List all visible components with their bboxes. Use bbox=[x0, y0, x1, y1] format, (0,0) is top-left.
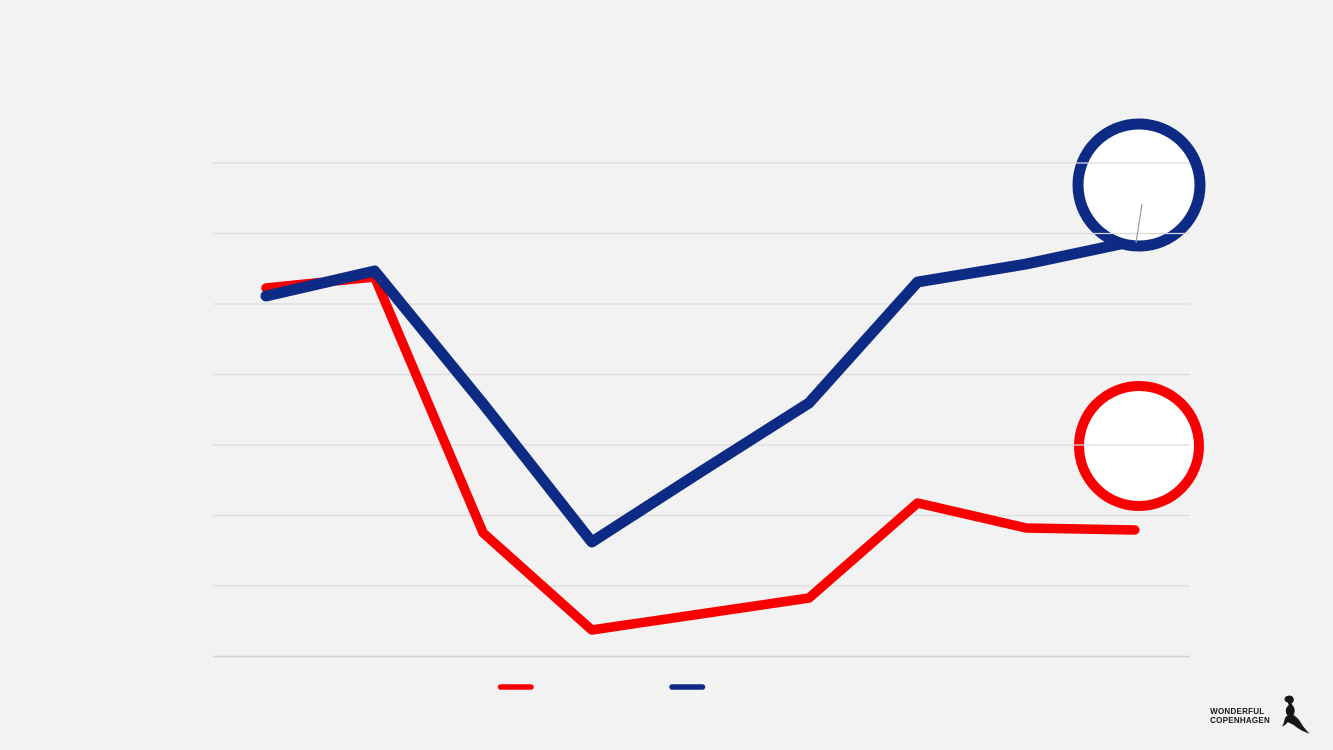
highlight-circle-blue bbox=[1072, 118, 1206, 252]
mermaid-logo-icon bbox=[1281, 695, 1310, 734]
highlight-circle-red bbox=[1074, 381, 1204, 511]
series-line-red-series bbox=[261, 272, 1140, 635]
wonderful-copenhagen-logo: WONDERFUL COPENHAGEN bbox=[1210, 695, 1312, 737]
logo-line2: COPENHAGEN bbox=[1210, 716, 1270, 725]
logo-text: WONDERFUL COPENHAGEN bbox=[1210, 707, 1270, 726]
logo-line1: WONDERFUL bbox=[1210, 706, 1265, 716]
leader-line bbox=[1135, 203, 1143, 244]
series-line-blue-series bbox=[260, 235, 1141, 548]
